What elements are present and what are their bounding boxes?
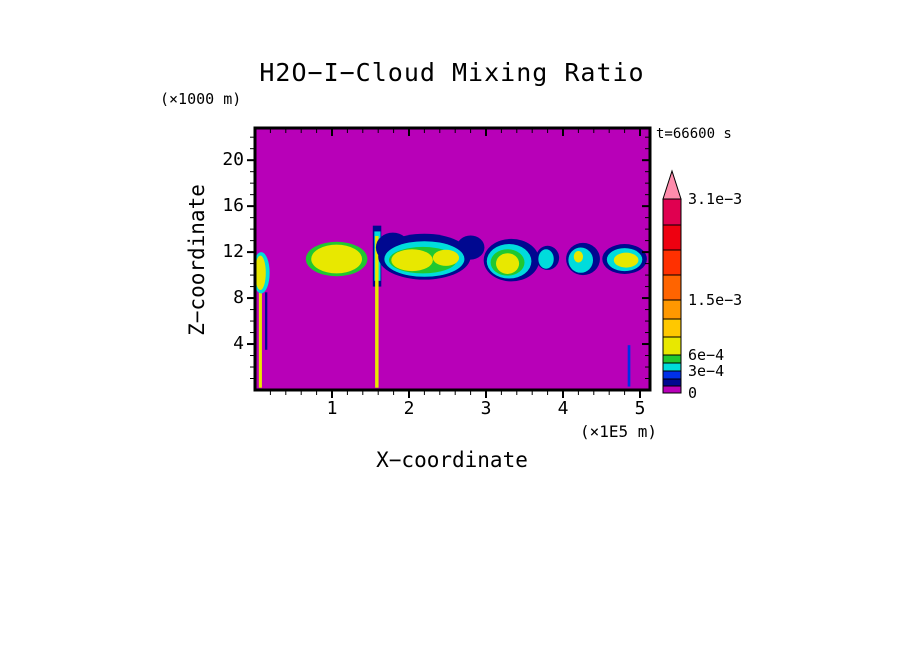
plot-border [253, 126, 652, 392]
colorbar-tick-label: 1.5e−3 [688, 291, 743, 309]
cloud-feature [627, 345, 631, 387]
z-tick-label: 8 [233, 287, 244, 309]
z-tick-label: 20 [222, 149, 244, 171]
colorbar-segment [662, 362, 682, 372]
cloud-feature [375, 236, 379, 388]
cloud-feature [265, 292, 268, 350]
z-tick-label: 12 [222, 241, 244, 263]
colorbar-segment [662, 274, 682, 301]
cloud-feature [573, 250, 584, 263]
page-title: H2O−I−Cloud Mixing Ratio [259, 58, 645, 87]
x-tick-label: 5 [634, 398, 646, 419]
colorbar-segment [662, 336, 682, 356]
colorbar-segment [662, 378, 682, 387]
x-tick-label: 1 [326, 398, 338, 419]
x-tick-label: 2 [403, 398, 415, 419]
colorbar-tick-label: 3e−4 [688, 362, 725, 380]
timestamp-label: t=66600 s [656, 126, 732, 142]
colorbar-tick-label: 0 [688, 384, 698, 402]
colorbar-segment [662, 224, 682, 251]
colorbar-segment [662, 354, 682, 364]
y-axis-unit-label: (×1000 m) [160, 90, 242, 108]
z-tick-label: 4 [233, 333, 244, 355]
cloud-feature [391, 249, 433, 272]
colorbar-segment [662, 385, 682, 394]
colorbar-tick-label: 6e−4 [688, 346, 725, 364]
x-tick-label: 4 [557, 398, 569, 419]
cloud-feature [496, 253, 520, 274]
cloud-feature [432, 249, 460, 266]
colorbar-segment [662, 249, 682, 276]
colorbar-tick-label: 3.1e−3 [688, 190, 743, 208]
cloud-features [255, 225, 647, 388]
cloud-feature [538, 249, 554, 269]
x-tick-label: 3 [480, 398, 492, 419]
cloud-feature [456, 235, 485, 260]
x-axis-unit-label: (×1E5 m) [579, 422, 657, 441]
colorbar-segment [662, 370, 682, 380]
cloud-feature [613, 252, 639, 268]
colorbar-arrow-icon [662, 169, 682, 200]
x-axis-label: X−coordinate [376, 448, 528, 472]
colorbar-segment [662, 198, 682, 226]
colorbar-segment [662, 318, 682, 338]
cloud-feature [258, 278, 262, 388]
cloud-feature [255, 255, 266, 291]
cloud-feature [311, 244, 363, 274]
colorbar-segment [662, 299, 682, 320]
z-tick-label: 16 [222, 195, 244, 217]
